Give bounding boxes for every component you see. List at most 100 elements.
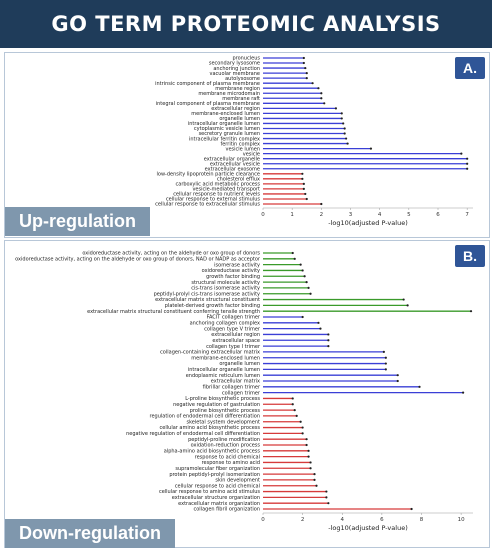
term-label: collagen type I trimer <box>206 344 261 350</box>
term-label: membrane-enclosed lumen <box>191 355 260 361</box>
term-point <box>303 275 306 278</box>
term-point <box>327 344 330 348</box>
term-label: oxidation-reduction process <box>191 443 261 449</box>
term-label: intracellular organelle lumen <box>188 121 260 127</box>
term-point <box>327 502 330 505</box>
term-label: cellular amino acid biosynthetic process <box>160 425 261 431</box>
term-point <box>320 92 323 95</box>
term-label: L-proline biosynthetic process <box>185 396 260 402</box>
term-point <box>291 251 294 255</box>
term-label: cellular response to amino acid stimulus <box>159 489 260 495</box>
term-point <box>460 152 463 155</box>
panel-down-regulation: 0 2 4 6 8 10 -log10(adjusted P-value) oxidoredu… <box>4 240 490 548</box>
x-tick-label: 4 <box>378 212 382 218</box>
term-point <box>299 263 302 266</box>
term-label: skeletal system development <box>186 419 260 425</box>
term-label: cellular response to external stimulus <box>166 197 260 203</box>
term-label: extracellular region <box>211 332 260 338</box>
term-label: peptidyl-proline modification <box>188 437 260 443</box>
x-tick-label: 3 <box>349 212 353 218</box>
term-label: protein peptidyl-prolyl isomerization <box>169 472 260 478</box>
term-label: cholesterol efflux <box>217 177 260 183</box>
term-label: supramolecular fiber organization <box>175 466 260 472</box>
x-tick-label: 0 <box>261 212 265 218</box>
term-point <box>396 374 399 377</box>
x-tick-label: 0 <box>261 517 265 523</box>
term-label: collagen trimer <box>222 390 261 396</box>
term-point <box>305 438 308 441</box>
term-point <box>345 137 348 140</box>
x-tick-label: 8 <box>420 517 424 523</box>
term-point <box>323 102 326 105</box>
term-point <box>327 333 330 336</box>
term-label: collagen fibril organization <box>194 507 261 513</box>
term-point <box>302 182 305 185</box>
term-label: structural molecule activity <box>191 280 260 286</box>
term-label: membrane-enclosed lumen <box>191 111 260 117</box>
x-tick-label: 2 <box>320 212 324 218</box>
x-axis-title: -log10(adjusted P-value) <box>328 219 407 227</box>
term-point <box>302 61 305 65</box>
term-point <box>295 414 298 418</box>
term-label: growth factor binding <box>206 274 260 280</box>
term-point <box>291 403 294 406</box>
term-label: pronucleus <box>232 56 260 62</box>
term-point <box>311 82 314 85</box>
term-label: response to acid chemical <box>195 454 260 460</box>
term-label: extracellular matrix organization <box>178 501 260 507</box>
term-point <box>301 172 304 175</box>
x-tick-label: 4 <box>340 517 344 523</box>
term-point <box>382 350 385 354</box>
term-point <box>396 379 399 383</box>
x-tick-label: 2 <box>301 517 305 523</box>
term-point <box>305 197 308 201</box>
term-label: extracellular exosome <box>205 166 260 172</box>
term-label: intracellular ferritin complex <box>189 136 260 142</box>
term-point <box>309 461 312 464</box>
term-label: cis-trans isomerase activity <box>191 286 260 292</box>
term-label: intrinsic component of plasma membrane <box>155 81 260 87</box>
term-point <box>301 177 304 180</box>
term-point <box>466 167 469 170</box>
term-point <box>317 321 320 324</box>
term-point <box>299 420 302 423</box>
term-point <box>466 162 469 165</box>
term-point <box>301 315 304 319</box>
term-point <box>307 286 310 290</box>
term-label: cytoplasmic vesicle lumen <box>194 126 260 132</box>
term-label: secretory granule lumen <box>199 131 260 137</box>
term-label: oxidoreductase activity <box>202 268 260 274</box>
term-point <box>384 356 387 359</box>
term-label: isomerase activity <box>214 262 260 268</box>
term-label: secondary lysosome <box>209 61 260 67</box>
term-label: cellular response to nutrient levels <box>173 192 260 198</box>
term-label: vesicle lumen <box>225 146 260 152</box>
term-point <box>342 122 345 125</box>
term-point <box>293 408 296 412</box>
term-label: extracellular region <box>211 106 260 112</box>
term-point <box>313 478 316 482</box>
term-label: integral component of plasma membrane <box>156 101 260 107</box>
term-label: collagen-containing extracellular matrix <box>160 350 260 356</box>
x-tick-label: 10 <box>458 517 465 523</box>
term-point <box>317 87 320 90</box>
term-point <box>305 72 308 75</box>
term-point <box>301 432 304 435</box>
term-label: membrane region <box>215 86 260 92</box>
term-point <box>309 467 312 470</box>
term-point <box>327 339 330 342</box>
term-label: negative regulation of gastrulation <box>173 402 260 408</box>
x-axis-title: -log10(adjusted P-value) <box>328 524 407 532</box>
term-point <box>302 56 305 60</box>
term-point <box>304 192 307 196</box>
term-point <box>346 142 349 145</box>
term-point <box>313 472 316 476</box>
term-point <box>343 127 346 130</box>
term-point <box>369 147 373 150</box>
term-label: oxidoreductase activity, acting on the a… <box>15 257 261 263</box>
term-point <box>384 368 387 371</box>
term-label: proline biosynthetic process <box>190 408 261 414</box>
x-tick-label: 5 <box>407 212 411 218</box>
term-point <box>461 391 465 394</box>
term-point <box>304 66 307 70</box>
